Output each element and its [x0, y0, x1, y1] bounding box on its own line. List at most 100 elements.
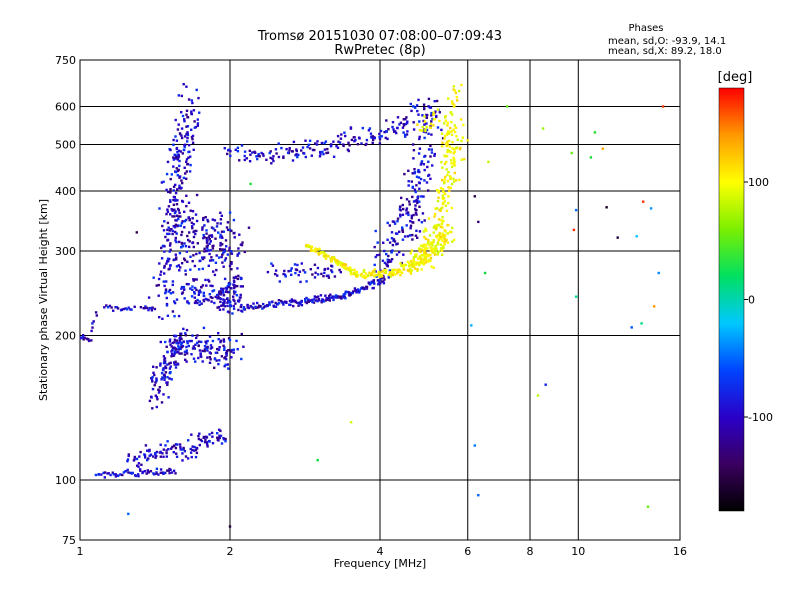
- data-point: [446, 121, 449, 124]
- data-point: [450, 159, 453, 162]
- data-point: [229, 300, 232, 304]
- data-point: [441, 239, 444, 243]
- data-point: [180, 343, 183, 347]
- data-point: [177, 215, 180, 218]
- data-point: [230, 287, 233, 290]
- data-point: [109, 473, 112, 477]
- data-point: [446, 241, 450, 244]
- data-point: [300, 299, 303, 303]
- data-point: [167, 205, 171, 208]
- data-point: [180, 127, 184, 130]
- data-point: [286, 151, 290, 154]
- data-point: [144, 444, 148, 447]
- data-point: [407, 184, 410, 187]
- data-point: [405, 207, 409, 210]
- data-point: [262, 306, 266, 309]
- data-point: [432, 239, 435, 242]
- data-point: [449, 111, 453, 115]
- data-point: [186, 341, 189, 345]
- data-point: [387, 276, 390, 279]
- data-point: [383, 278, 386, 281]
- data-point: [167, 226, 170, 229]
- data-point: [218, 359, 221, 362]
- data-point: [163, 361, 166, 365]
- data-point: [208, 440, 211, 443]
- data-point: [187, 150, 190, 154]
- data-point: [135, 231, 138, 234]
- data-point: [436, 189, 439, 192]
- data-point: [227, 367, 230, 370]
- data-point: [195, 193, 199, 197]
- data-point: [324, 257, 328, 260]
- data-point: [418, 120, 421, 123]
- data-point: [257, 304, 261, 307]
- data-point: [219, 247, 222, 251]
- data-point: [92, 320, 95, 323]
- data-point: [407, 262, 411, 265]
- data-point: [199, 259, 202, 262]
- data-point: [183, 350, 187, 353]
- data-point: [176, 207, 180, 211]
- data-point: [373, 136, 376, 140]
- data-point: [436, 243, 439, 246]
- data-point: [171, 215, 174, 218]
- data-point: [168, 267, 171, 270]
- data-point: [400, 261, 403, 265]
- data-point: [398, 270, 401, 274]
- data-point: [165, 172, 169, 176]
- y-tick-label: 400: [55, 185, 76, 198]
- data-point: [294, 299, 297, 302]
- data-point: [221, 236, 224, 239]
- data-point: [282, 156, 285, 159]
- data-point: [203, 250, 206, 253]
- data-point: [305, 280, 308, 283]
- data-point: [441, 202, 445, 206]
- data-point: [228, 338, 232, 342]
- data-point: [367, 281, 370, 284]
- data-point: [422, 243, 426, 246]
- data-point: [208, 433, 211, 436]
- data-point: [139, 469, 142, 472]
- data-point: [429, 177, 432, 180]
- data-point: [194, 455, 198, 459]
- data-point: [195, 88, 198, 92]
- data-point: [536, 394, 540, 397]
- data-point: [421, 114, 424, 117]
- data-point: [195, 219, 199, 223]
- data-point: [235, 294, 239, 297]
- data-point: [226, 152, 229, 156]
- data-point: [336, 263, 339, 267]
- data-point: [574, 208, 578, 212]
- data-point: [200, 286, 203, 289]
- data-point: [396, 217, 400, 220]
- data-point: [380, 135, 383, 138]
- data-point: [174, 219, 177, 222]
- data-point: [224, 290, 228, 293]
- data-point: [227, 299, 230, 302]
- data-point: [324, 299, 328, 302]
- data-point: [155, 450, 159, 454]
- data-point: [196, 298, 199, 302]
- data-point: [150, 378, 154, 381]
- data-point: [349, 126, 353, 129]
- data-point: [454, 126, 458, 129]
- data-point: [420, 268, 423, 271]
- data-point: [343, 131, 346, 134]
- data-point: [150, 309, 154, 312]
- data-point: [254, 305, 257, 308]
- data-point: [198, 111, 201, 114]
- data-point: [151, 407, 154, 410]
- data-point: [445, 238, 448, 241]
- data-point: [277, 299, 281, 302]
- data-point: [435, 207, 439, 210]
- data-point: [127, 453, 130, 456]
- data-point: [184, 218, 188, 222]
- data-point: [181, 245, 185, 248]
- data-point: [434, 207, 437, 210]
- data-point: [229, 154, 232, 158]
- data-point: [191, 445, 194, 448]
- data-point: [430, 133, 433, 136]
- data-point: [283, 300, 287, 304]
- data-point: [103, 306, 106, 309]
- data-point: [169, 371, 172, 374]
